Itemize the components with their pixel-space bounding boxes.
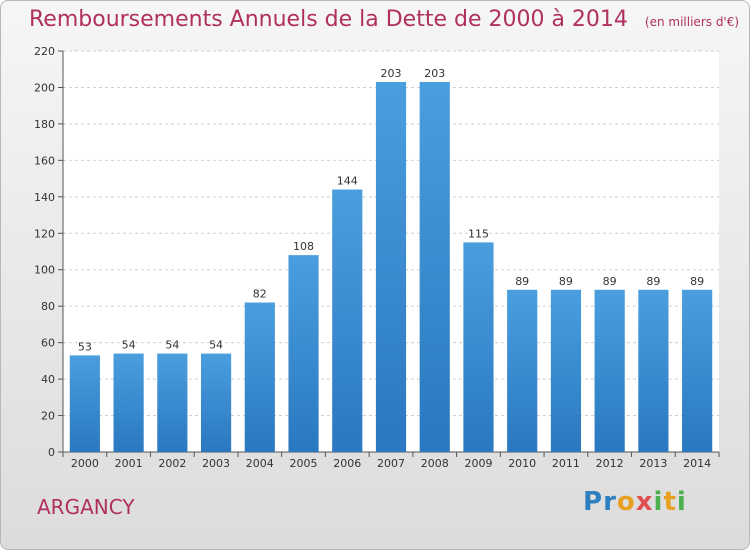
bar — [69, 355, 100, 452]
y-tick-label: 60 — [41, 337, 55, 350]
bar — [113, 353, 144, 452]
chart-title-text: Remboursements Annuels de la Dette de 20… — [29, 7, 628, 32]
logo-letter: P — [583, 487, 604, 517]
bar — [463, 242, 494, 452]
bar-value-label: 89 — [646, 275, 660, 288]
x-tick-label: 2010 — [508, 457, 536, 470]
y-tick-label: 120 — [34, 227, 55, 240]
chart-subtitle: (en milliers d'€) — [644, 15, 740, 29]
logo-letter: t — [663, 487, 677, 517]
x-tick-label: 2003 — [202, 457, 230, 470]
bar-value-label: 115 — [468, 227, 489, 240]
bar-value-label: 108 — [293, 240, 314, 253]
bar — [419, 81, 450, 453]
bar — [288, 255, 319, 452]
y-tick-label: 180 — [34, 118, 55, 131]
y-tick-label: 40 — [41, 373, 55, 386]
x-tick-label: 2006 — [333, 457, 361, 470]
bar-value-label: 89 — [690, 275, 704, 288]
y-tick-label: 80 — [41, 300, 55, 313]
bar — [332, 189, 363, 452]
bar-value-label: 89 — [515, 275, 529, 288]
y-tick-label: 140 — [34, 191, 55, 204]
x-tick-label: 2011 — [552, 457, 580, 470]
bar-value-label: 89 — [603, 275, 617, 288]
y-tick-label: 220 — [34, 45, 55, 58]
bar — [550, 289, 582, 452]
x-tick-label: 2002 — [158, 457, 186, 470]
x-tick-label: 2000 — [71, 457, 99, 470]
bar-value-label: 54 — [209, 339, 223, 352]
bar — [375, 81, 407, 453]
bar — [200, 353, 232, 452]
y-tick-label: 20 — [41, 410, 55, 423]
bar-value-label: 89 — [559, 275, 573, 288]
proxiti-logo: Proxiti — [583, 487, 687, 517]
bar — [244, 302, 275, 452]
place-name: ARGANCY — [37, 495, 135, 519]
x-tick-label: 2013 — [639, 457, 667, 470]
logo-letter: o — [616, 487, 636, 517]
bar-value-label: 144 — [337, 175, 358, 188]
bar-value-label: 203 — [424, 67, 445, 80]
y-tick-label: 160 — [34, 154, 55, 167]
x-tick-label: 2009 — [464, 457, 492, 470]
x-tick-label: 2001 — [115, 457, 143, 470]
bar — [682, 289, 713, 452]
logo-letter: i — [676, 487, 687, 517]
chart-title: Remboursements Annuels de la Dette de 20… — [29, 7, 739, 32]
y-tick-label: 200 — [34, 81, 55, 94]
x-tick-label: 2014 — [683, 457, 711, 470]
bar-value-label: 82 — [253, 288, 267, 301]
x-tick-label: 2007 — [377, 457, 405, 470]
bar-value-label: 53 — [78, 340, 92, 353]
bar-value-label: 203 — [381, 67, 402, 80]
logo-letter: x — [635, 487, 654, 517]
x-tick-label: 2008 — [421, 457, 449, 470]
x-tick-label: 2012 — [596, 457, 624, 470]
logo-letter: i — [653, 487, 664, 517]
x-tick-label: 2005 — [290, 457, 318, 470]
y-tick-label: 0 — [48, 446, 55, 459]
bar — [594, 289, 625, 452]
bar-value-label: 54 — [165, 339, 179, 352]
bar — [507, 289, 538, 452]
x-tick-label: 2004 — [246, 457, 274, 470]
bar-value-label: 54 — [122, 339, 136, 352]
logo-letter: r — [603, 487, 617, 517]
bar — [638, 289, 669, 452]
bar — [157, 353, 188, 452]
y-tick-label: 100 — [34, 264, 55, 277]
